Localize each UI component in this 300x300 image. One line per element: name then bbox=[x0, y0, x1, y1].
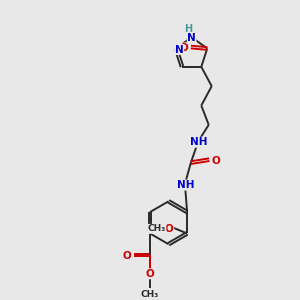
Text: CH₃: CH₃ bbox=[141, 290, 159, 299]
Text: O: O bbox=[146, 269, 154, 279]
Text: O: O bbox=[180, 43, 189, 53]
Text: N: N bbox=[187, 33, 196, 43]
Text: H: H bbox=[184, 24, 192, 34]
Text: O: O bbox=[212, 156, 220, 166]
Text: NH: NH bbox=[177, 180, 194, 190]
Text: N: N bbox=[175, 44, 184, 55]
Text: O: O bbox=[123, 251, 131, 261]
Text: O: O bbox=[165, 224, 174, 234]
Text: NH: NH bbox=[190, 137, 207, 147]
Text: CH₃: CH₃ bbox=[148, 224, 166, 233]
